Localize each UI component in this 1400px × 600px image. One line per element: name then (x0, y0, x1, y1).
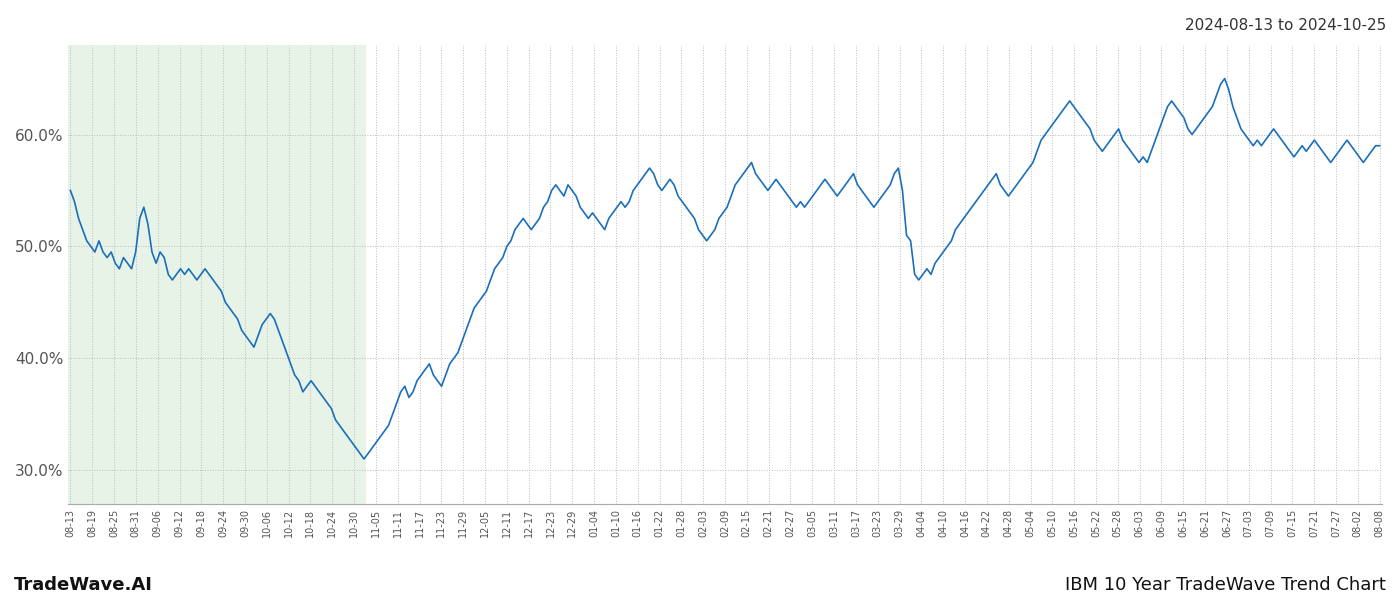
Text: 2024-08-13 to 2024-10-25: 2024-08-13 to 2024-10-25 (1184, 18, 1386, 33)
Text: IBM 10 Year TradeWave Trend Chart: IBM 10 Year TradeWave Trend Chart (1065, 576, 1386, 594)
Text: TradeWave.AI: TradeWave.AI (14, 576, 153, 594)
Bar (69, 45, 367, 504)
